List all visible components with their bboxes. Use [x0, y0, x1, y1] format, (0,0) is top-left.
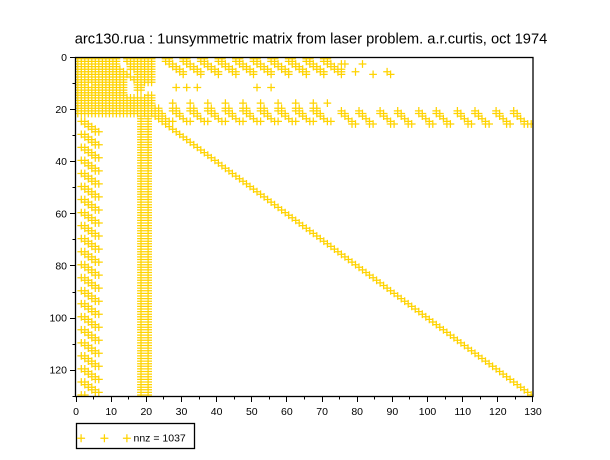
svg-text:20: 20 — [140, 406, 152, 418]
svg-text:50: 50 — [246, 406, 258, 418]
svg-text:70: 70 — [316, 406, 328, 418]
svg-text:80: 80 — [55, 261, 67, 273]
svg-text:0: 0 — [61, 52, 67, 64]
svg-text:0: 0 — [73, 406, 79, 418]
svg-text:100: 100 — [419, 406, 437, 418]
svg-text:120: 120 — [49, 365, 67, 377]
svg-text:10: 10 — [105, 406, 117, 418]
svg-text:120: 120 — [489, 406, 507, 418]
svg-text:110: 110 — [454, 406, 471, 418]
svg-text:60: 60 — [281, 406, 293, 418]
svg-text:90: 90 — [387, 406, 399, 418]
svg-text:80: 80 — [351, 406, 363, 418]
svg-text:40: 40 — [55, 156, 67, 168]
svg-text:nnz = 1037: nnz = 1037 — [134, 433, 186, 445]
svg-text:100: 100 — [49, 313, 67, 325]
svg-text:30: 30 — [176, 406, 188, 418]
svg-text:60: 60 — [55, 208, 67, 220]
svg-text:arc130.rua : 1unsymmetric matr: arc130.rua : 1unsymmetric matrix from la… — [75, 32, 548, 48]
svg-text:130: 130 — [524, 406, 542, 418]
svg-text:40: 40 — [211, 406, 223, 418]
svg-text:20: 20 — [55, 104, 67, 116]
